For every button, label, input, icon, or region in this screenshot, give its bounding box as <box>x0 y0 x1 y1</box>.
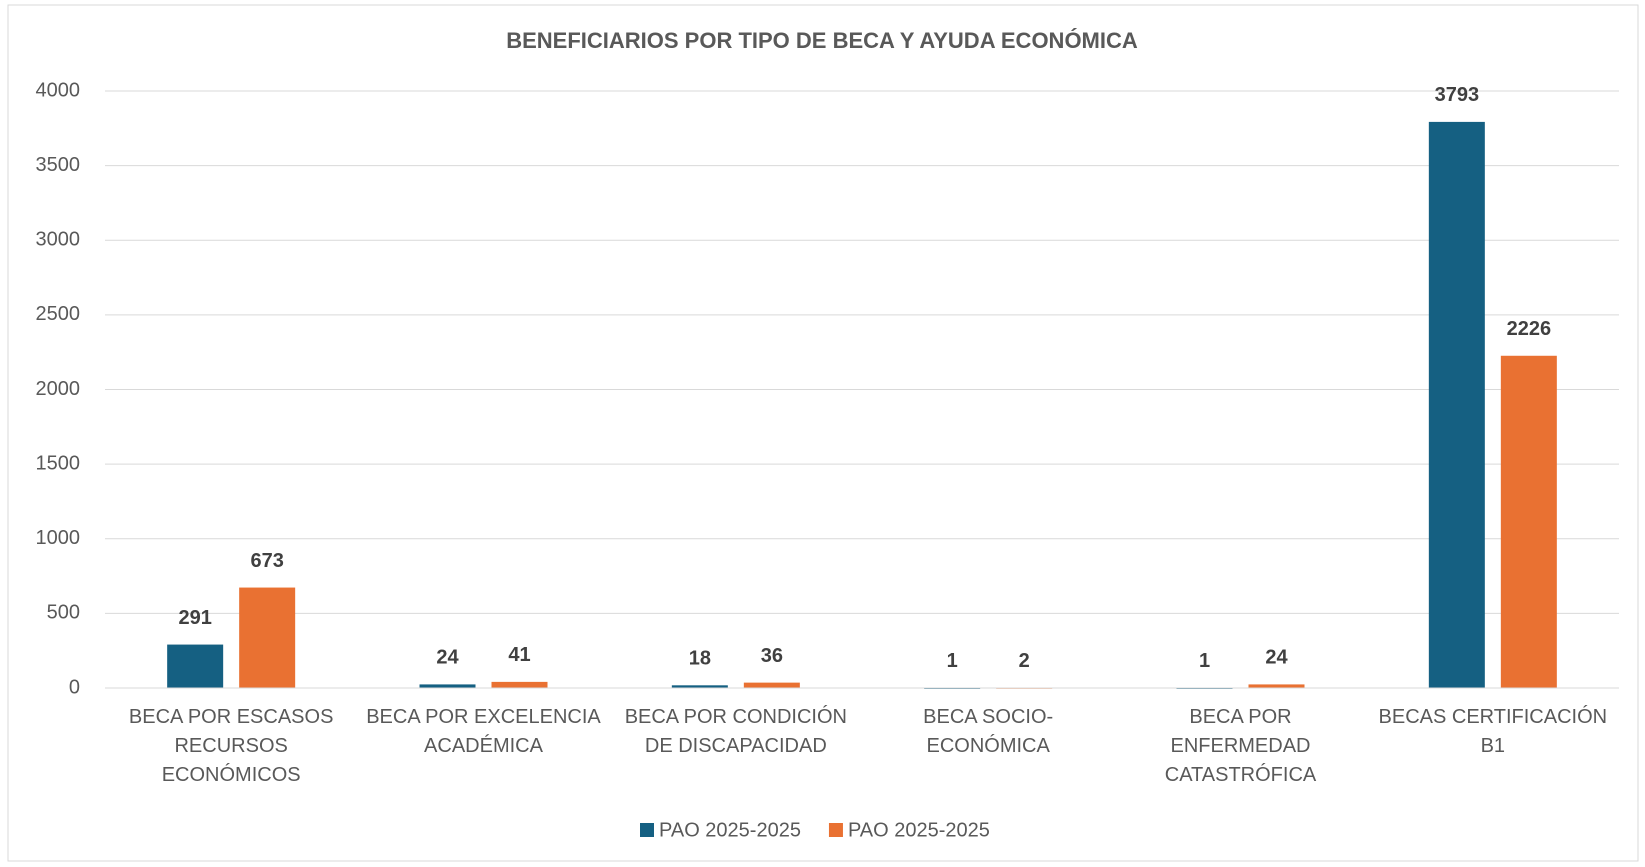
data-label: 1 <box>1199 650 1210 672</box>
bar <box>167 644 224 688</box>
y-tick-label: 1500 <box>36 452 81 474</box>
chart-title: BENEFICIARIOS POR TIPO DE BECA Y AYUDA E… <box>506 28 1138 53</box>
y-tick-label: 4000 <box>36 79 81 101</box>
data-label: 1 <box>947 650 958 672</box>
y-tick-label: 500 <box>47 602 80 624</box>
x-tick-label: BECA POR ENFERMEDAD CATASTRÓFICA <box>1164 706 1317 786</box>
legend-swatch <box>640 823 654 837</box>
data-label: 673 <box>250 550 283 572</box>
y-tick-label: 2000 <box>36 378 81 400</box>
y-tick-label: 2500 <box>36 303 81 325</box>
y-tick-label: 0 <box>69 676 80 698</box>
x-tick-label: BECA SOCIO-ECONÓMICA <box>923 706 1054 757</box>
x-tick-label: BECA POR ESCASOS RECURSOS ECONÓMICOS <box>128 706 334 786</box>
y-tick-label: 3000 <box>36 229 81 251</box>
data-label: 36 <box>761 645 783 667</box>
data-label: 2 <box>1019 650 1030 672</box>
chart-border <box>7 4 1639 862</box>
data-label: 41 <box>508 644 530 666</box>
data-label: 24 <box>436 647 459 669</box>
bar <box>491 681 548 688</box>
x-tick-label: BECAS CERTIFICACIÓN B1 <box>1378 706 1608 757</box>
legend-swatch <box>828 823 843 837</box>
bar <box>1248 684 1305 688</box>
bar <box>671 685 728 688</box>
legend-label: PAO 2025-2025 <box>848 819 990 841</box>
bar <box>1500 355 1557 688</box>
bar <box>239 587 296 688</box>
data-label: 291 <box>178 607 211 629</box>
bar <box>743 682 800 688</box>
y-tick-label: 1000 <box>36 527 81 549</box>
data-label: 2226 <box>1507 318 1552 340</box>
bar <box>1428 121 1485 688</box>
legend-label: PAO 2025-2025 <box>659 819 801 841</box>
bar <box>419 684 476 688</box>
data-label: 3793 <box>1435 84 1480 106</box>
y-tick-label: 3500 <box>36 154 81 176</box>
x-tick-label: BECA POR CONDICIÓN DE DISCAPACIDAD <box>624 706 847 757</box>
data-label: 24 <box>1265 647 1288 669</box>
x-tick-label: BECA POR EXCELENCIA ACADÉMICA <box>366 706 601 757</box>
data-label: 18 <box>689 648 711 670</box>
